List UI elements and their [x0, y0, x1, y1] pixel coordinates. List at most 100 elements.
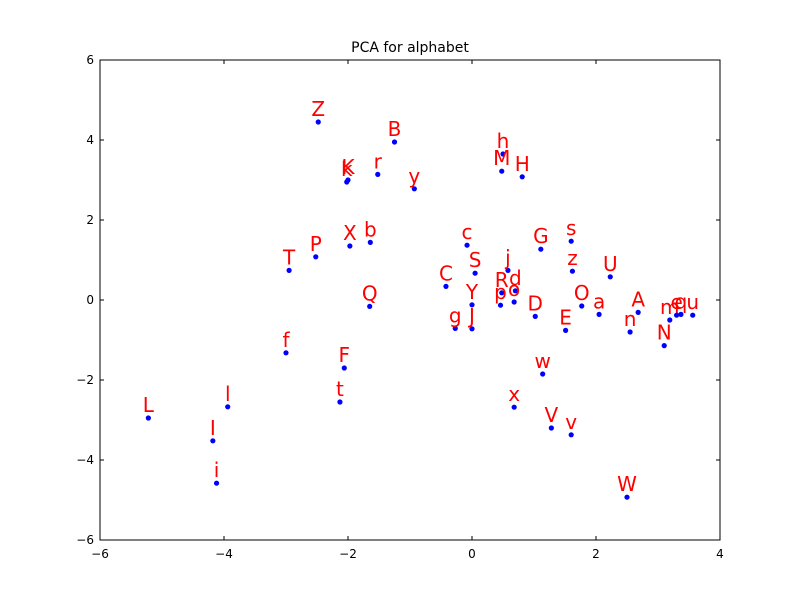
data-point: [313, 254, 319, 260]
point-label: F: [339, 343, 351, 367]
point-label: f: [282, 328, 290, 352]
point-label: z: [567, 246, 578, 270]
data-point: [283, 350, 289, 356]
data-point: [499, 290, 505, 296]
data-point: [347, 243, 353, 249]
point-label: B: [388, 117, 402, 141]
y-tick-label: −2: [76, 373, 94, 387]
x-tick-label: 4: [716, 547, 724, 561]
data-point: [452, 325, 458, 331]
data-point: [213, 480, 220, 486]
point-label: n: [624, 307, 637, 331]
data-point: [367, 303, 373, 309]
data-point: [443, 283, 449, 289]
point-label: y: [408, 164, 420, 188]
data-point: [367, 239, 373, 245]
chart-title: PCA for alphabet: [351, 40, 469, 56]
data-point: [548, 425, 554, 431]
point-label: r: [374, 149, 383, 173]
x-tick-label: −4: [215, 547, 233, 561]
y-tick-label: 2: [86, 213, 94, 227]
point-label: a: [593, 289, 605, 313]
data-point: [286, 267, 292, 273]
data-point: [661, 343, 667, 349]
data-point: [678, 311, 684, 317]
point-label: v: [565, 410, 577, 434]
point-label: j: [504, 245, 511, 269]
point-label: Z: [311, 97, 325, 121]
data-point: [667, 317, 673, 323]
point-label: h: [497, 129, 510, 153]
plot-frame: [99, 59, 721, 541]
point-label: J: [467, 304, 475, 328]
data-point: [563, 327, 569, 333]
point-label: H: [515, 152, 530, 176]
point-label: i: [214, 458, 220, 482]
point-label: D: [528, 291, 543, 315]
y-tick-label: −4: [76, 453, 94, 467]
data-point: [532, 313, 538, 319]
data-point: [315, 119, 321, 125]
point-label: l: [225, 382, 231, 406]
point-label: C: [439, 261, 453, 285]
point-label: x: [508, 382, 520, 406]
point-label: O: [574, 281, 590, 305]
point-label: k: [341, 157, 353, 181]
data-point: [145, 415, 151, 421]
point-label: U: [603, 252, 618, 276]
point-label: K: [341, 155, 355, 179]
point-label: M: [493, 146, 510, 170]
point-label: o: [508, 277, 520, 301]
point-label: m: [660, 295, 679, 319]
data-point: [674, 312, 680, 318]
data-point: [505, 267, 511, 273]
data-point: [472, 270, 478, 276]
y-tick-label: −6: [76, 533, 94, 547]
data-point: [500, 151, 506, 157]
data-point: [569, 268, 576, 274]
point-label: t: [336, 377, 344, 401]
data-point: [519, 174, 525, 180]
x-tick-label: −6: [91, 547, 109, 561]
data-point: [511, 299, 517, 305]
data-point: [464, 242, 470, 248]
y-tick-label: 6: [86, 53, 94, 67]
point-label: N: [657, 321, 672, 345]
data-point: [538, 246, 544, 252]
point-label: T: [282, 245, 296, 269]
data-point: [568, 432, 574, 438]
x-tick-label: 0: [468, 547, 476, 561]
point-label: p: [494, 280, 507, 304]
data-point: [411, 186, 417, 192]
data-point: [627, 329, 633, 335]
data-point: [607, 274, 613, 280]
point-label: S: [469, 248, 482, 272]
point-label: s: [566, 216, 576, 240]
data-point: [225, 404, 231, 410]
data-point: [497, 302, 504, 308]
y-tick-label: 4: [86, 133, 94, 147]
point-label: w: [535, 349, 551, 373]
point-label: Y: [465, 280, 479, 304]
data-point: [624, 494, 630, 500]
data-point: [511, 404, 517, 410]
data-point: [375, 171, 381, 177]
point-label: E: [559, 305, 572, 329]
data-point: [391, 139, 398, 145]
data-point: [568, 238, 574, 244]
point-label: q: [675, 289, 688, 313]
data-point: [540, 371, 546, 377]
point-label: c: [462, 220, 473, 244]
point-label: V: [545, 403, 559, 427]
point-label: G: [533, 224, 549, 248]
x-tick-label: −2: [339, 547, 357, 561]
point-label: W: [617, 472, 637, 496]
point-label: d: [509, 266, 522, 290]
point-label: I: [210, 416, 216, 440]
point-label: X: [343, 221, 357, 245]
point-label: A: [631, 287, 645, 311]
y-tick-label: 0: [86, 293, 94, 307]
